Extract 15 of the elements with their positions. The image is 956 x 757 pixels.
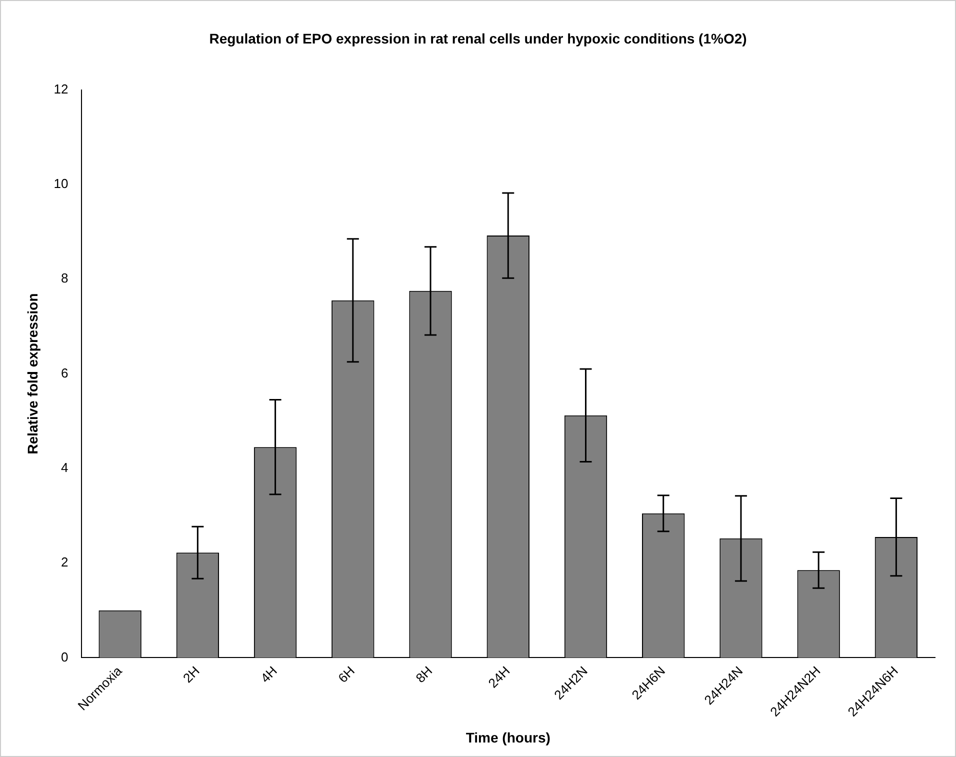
y-tick-label: 10 xyxy=(54,176,68,192)
y-tick-label: 0 xyxy=(61,649,68,664)
x-axis-title: Time (hours) xyxy=(466,729,550,746)
y-tick-label: 12 xyxy=(54,81,68,96)
y-tick-label: 8 xyxy=(61,270,68,286)
x-tick-label: 4H xyxy=(258,663,280,686)
y-axis-title: Relative fold expression xyxy=(24,293,40,454)
y-tick-label: 6 xyxy=(61,365,68,380)
chart-title: Regulation of EPO expression in rat renal cells under hypoxic conditions (1%O2) xyxy=(209,30,747,46)
y-tick-label: 4 xyxy=(61,460,68,475)
x-tick-label: 2H xyxy=(180,663,202,686)
x-tick-label: 24H xyxy=(485,663,513,691)
x-tick-label: 6H xyxy=(335,663,358,686)
x-tick-label: 8H xyxy=(412,663,436,686)
y-tick-label: 2 xyxy=(61,554,68,570)
